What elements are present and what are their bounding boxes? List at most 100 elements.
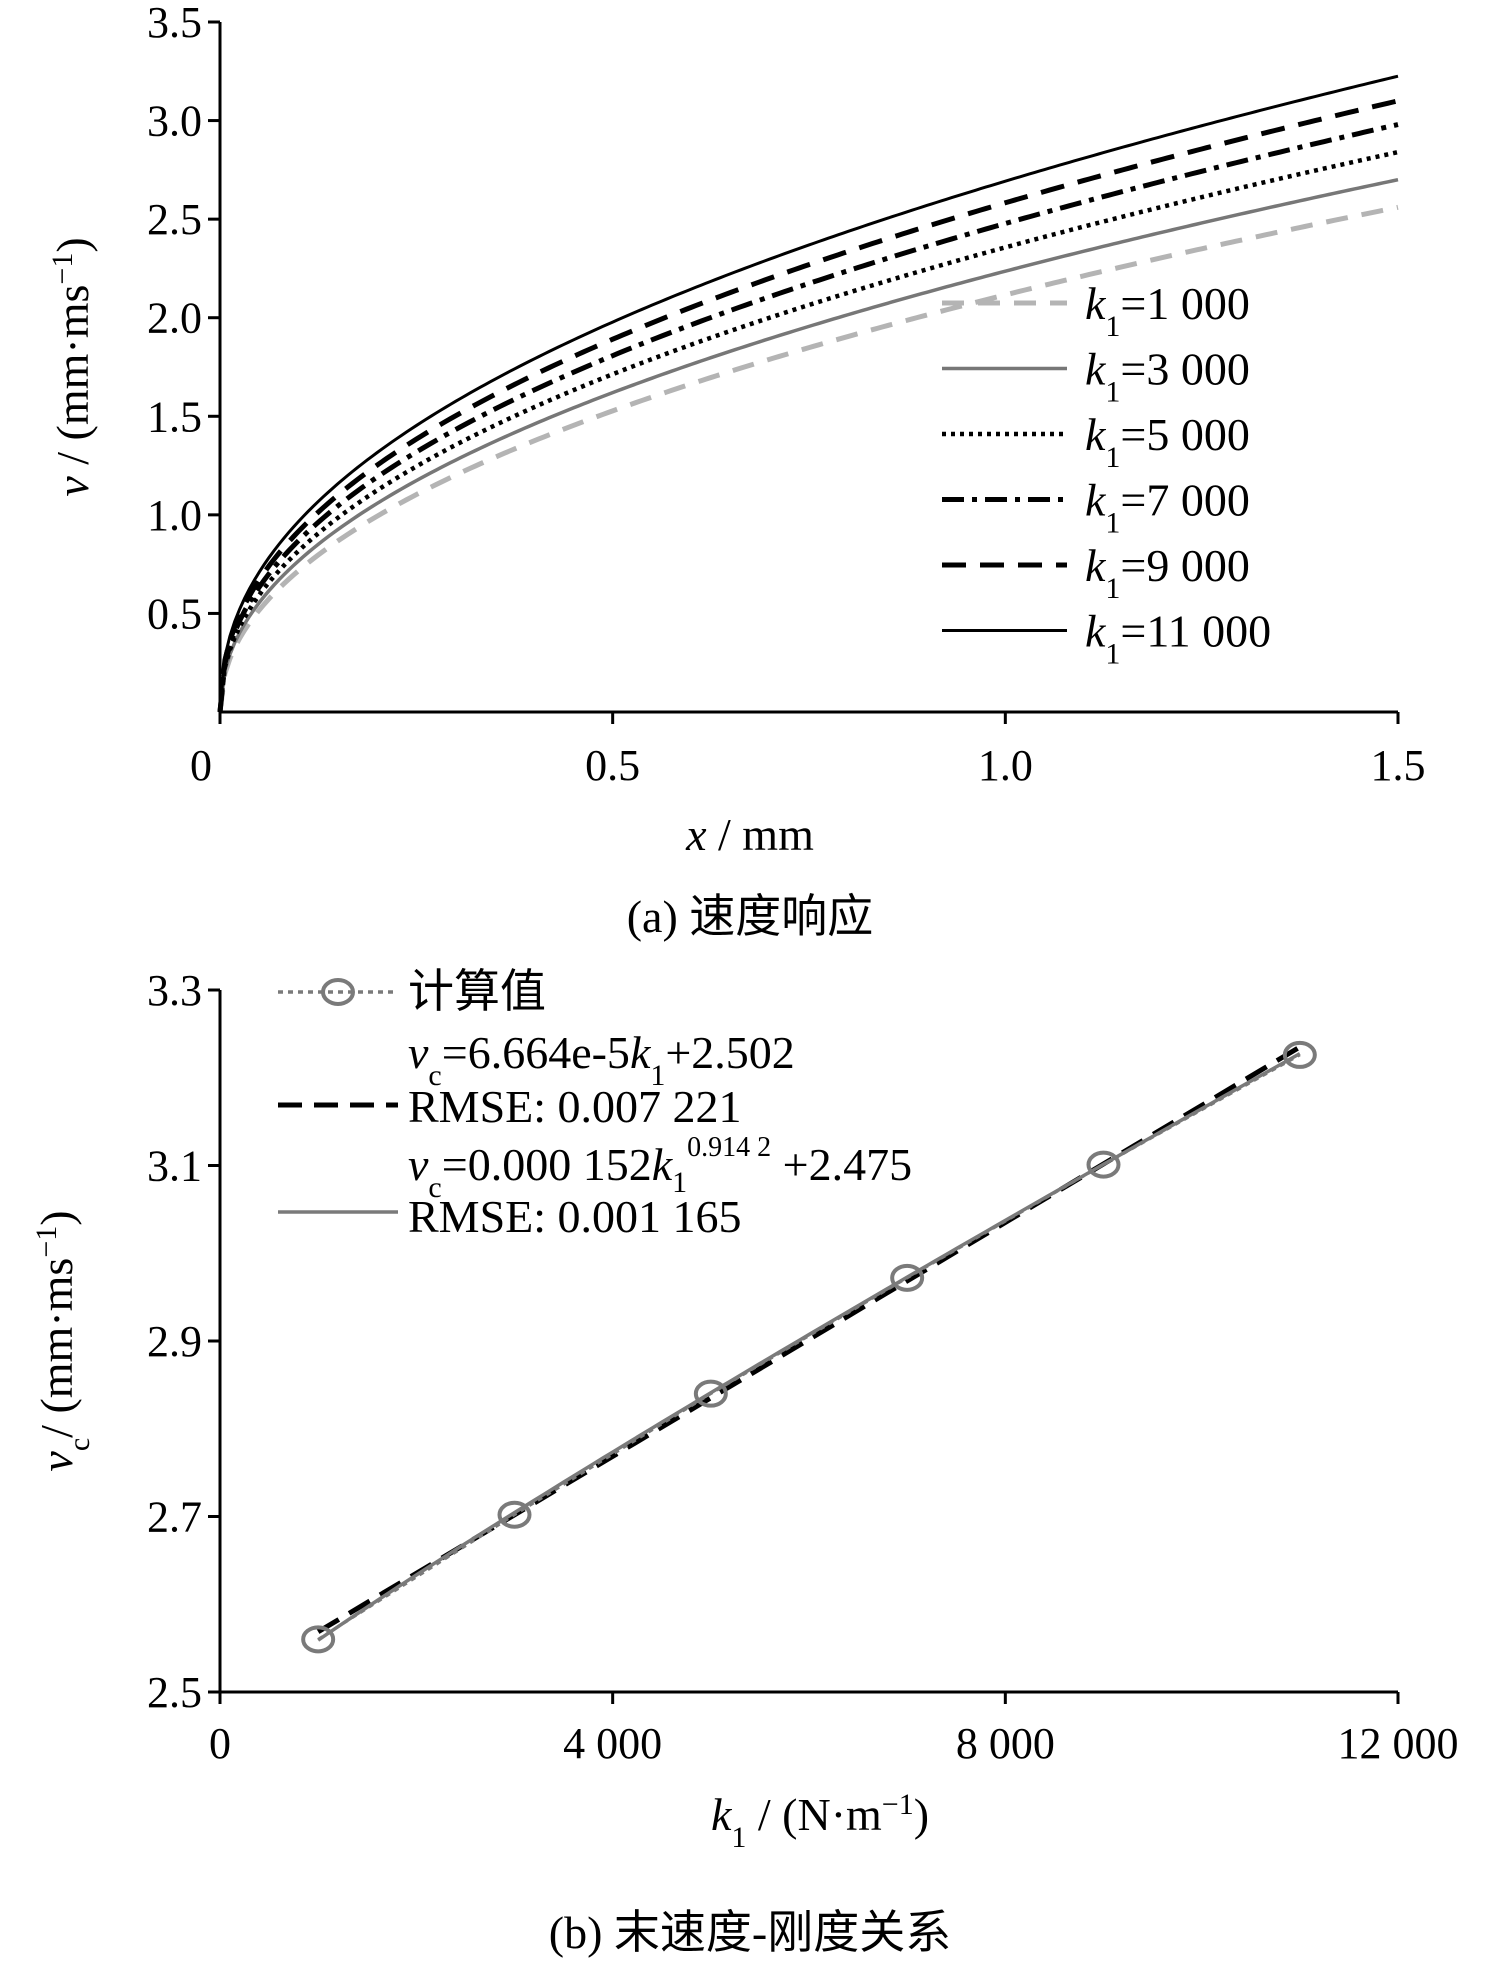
b-ylabel-var: v (31, 1451, 82, 1472)
a-ytick-label: 1.0 (147, 491, 202, 540)
b-linear-formula-main: =6.664e-5 (442, 1027, 630, 1078)
b-legend: 计算值 vc=6.664e-5k1+2.502 RMSE: 0.007 221 … (278, 966, 912, 1242)
b-ylabel-unit-close: ) (31, 1210, 82, 1225)
a-legend-k-sub: 1 (1105, 310, 1120, 343)
a-xlabel-unit: / mm (707, 809, 815, 860)
a-x-ticks: 0 0.5 1.0 1.5 (190, 712, 1426, 790)
b-x-axis-label: k1 / (N·m−1) (711, 1788, 929, 1854)
a-ytick-label: 0.5 (147, 589, 202, 638)
b-power-formula-exp: 0.914 2 (687, 1132, 771, 1163)
b-ylabel-unit-open: / (mm·ms (31, 1258, 82, 1438)
a-x-axis-label: x / mm (685, 809, 814, 860)
panel-a-velocity-response: 0.51.01.52.02.53.03.5 0 0.5 1.0 1.5 x / mm … (46, 0, 1426, 942)
a-legend-value: =1 000 (1120, 278, 1249, 329)
a-legend-label: k1=5 000 (1085, 409, 1250, 474)
b-power-formula-k-sub: 1 (672, 1166, 687, 1199)
b-legend-power-formula: vc=0.000 152k10.914 2 +2.475 (408, 1132, 912, 1204)
b-ylabel-sup: −1 (30, 1226, 63, 1258)
b-linear-formula-tail: +2.502 (665, 1027, 794, 1078)
b-xlabel-unit-open: / (N·m (746, 1789, 882, 1840)
a-legend-k: k (1085, 475, 1107, 526)
b-ylabel-sub: c (63, 1438, 96, 1451)
b-linear-formula-k-sub: 1 (650, 1059, 665, 1092)
a-series-line (217, 204, 1399, 713)
a-curves (217, 74, 1399, 713)
b-ytick-label: 2.9 (147, 1317, 202, 1366)
a-legend-k-sub: 1 (1105, 572, 1120, 605)
b-xlabel-sup: −1 (882, 1788, 914, 1821)
b-linear-formula-sub: c (428, 1059, 441, 1092)
b-computed-point (890, 1263, 925, 1292)
a-series-line (217, 122, 1399, 713)
a-y-ticks: 0.5 1.0 1.5 2.0 2.5 3.0 3.5 (147, 0, 220, 638)
a-legend-value: =3 000 (1120, 344, 1249, 395)
a-ylabel-sup: −1 (46, 253, 79, 285)
b-markers (301, 1040, 1317, 1654)
b-y-axis-label: vc/ (mm·ms−1) (30, 1210, 96, 1471)
b-power-formula-tail: +2.475 (771, 1139, 912, 1190)
b-legend-linear-formula: vc=6.664e-5k1+2.502 (408, 1027, 795, 1092)
a-legend-value: =9 000 (1120, 540, 1249, 591)
b-xtick-label: 8 000 (956, 1719, 1055, 1768)
b-linear-formula-var: v (408, 1027, 429, 1078)
a-ylabel-var: v (47, 476, 98, 497)
a-ytick-label: 1.5 (147, 392, 202, 441)
b-xtick-label: 0 (209, 1719, 231, 1768)
b-ytick-label: 3.1 (147, 1142, 202, 1191)
b-xlabel-var: k (711, 1789, 733, 1840)
a-legend-k: k (1085, 409, 1107, 460)
b-power-formula-main: =0.000 152 (442, 1139, 652, 1190)
a-legend-k-sub: 1 (1105, 637, 1120, 670)
a-series-line (217, 149, 1399, 713)
a-ytick-label: 3.0 (147, 97, 202, 146)
b-y-ticks: 2.5 2.7 2.9 3.1 3.3 (147, 966, 220, 1717)
a-legend-label: k1=3 000 (1085, 344, 1250, 409)
a-series-line (218, 74, 1399, 713)
b-computed-line (317, 1053, 1301, 1641)
a-caption: (a) 速度响应 (627, 891, 874, 942)
a-ylabel-unit-open: / (mm·ms (47, 285, 98, 477)
a-legend-label: k1=7 000 (1085, 475, 1250, 540)
b-xtick-label: 4 000 (563, 1719, 662, 1768)
b-caption: (b) 末速度-刚度关系 (549, 1907, 951, 1958)
a-xlabel-var: x (685, 809, 707, 860)
a-y-axis-label: v / (mm·ms−1) (46, 237, 99, 496)
a-series-line (217, 98, 1399, 713)
a-legend-label: k1=1 000 (1085, 278, 1250, 343)
b-x-ticks: 0 4 000 8 000 12 000 (209, 1692, 1459, 1768)
a-legend-label: k1=11 000 (1085, 606, 1271, 671)
a-xtick-label: 0 (190, 741, 212, 790)
b-legend-computed-label: 计算值 (408, 966, 546, 1017)
b-power-formula-k: k (652, 1139, 674, 1190)
b-computed-point (1282, 1040, 1317, 1069)
a-legend-value: =11 000 (1120, 606, 1271, 657)
b-xtick-label: 12 000 (1338, 1719, 1459, 1768)
a-legend-k-sub: 1 (1105, 506, 1120, 539)
b-ytick-label: 2.7 (147, 1493, 202, 1542)
a-xtick-label: 0.5 (585, 741, 640, 790)
a-series-line (218, 177, 1399, 713)
b-computed-point (301, 1625, 336, 1654)
a-xtick-label: 1.5 (1371, 741, 1426, 790)
b-ytick-label: 3.3 (147, 966, 202, 1015)
a-ytick-label: 2.5 (147, 195, 202, 244)
a-legend-value: =5 000 (1120, 409, 1249, 460)
a-legend-k: k (1085, 278, 1107, 329)
a-legend-value: =7 000 (1120, 475, 1249, 526)
a-ylabel-unit-close: ) (47, 237, 98, 252)
b-power-fit-line (317, 1052, 1301, 1642)
a-ytick-label: 2.0 (147, 294, 202, 343)
b-xlabel-sub: 1 (731, 1821, 746, 1854)
b-power-formula-var: v (408, 1139, 429, 1190)
b-xlabel-unit-close: ) (914, 1789, 929, 1840)
b-ytick-label: 2.5 (147, 1668, 202, 1717)
a-ytick-label: 3.5 (147, 0, 202, 47)
a-legend-k: k (1085, 540, 1107, 591)
b-computed-point (1086, 1150, 1121, 1179)
a-legend-k: k (1085, 606, 1107, 657)
b-computed-point (497, 1500, 532, 1529)
b-linear-formula-k: k (630, 1027, 652, 1078)
